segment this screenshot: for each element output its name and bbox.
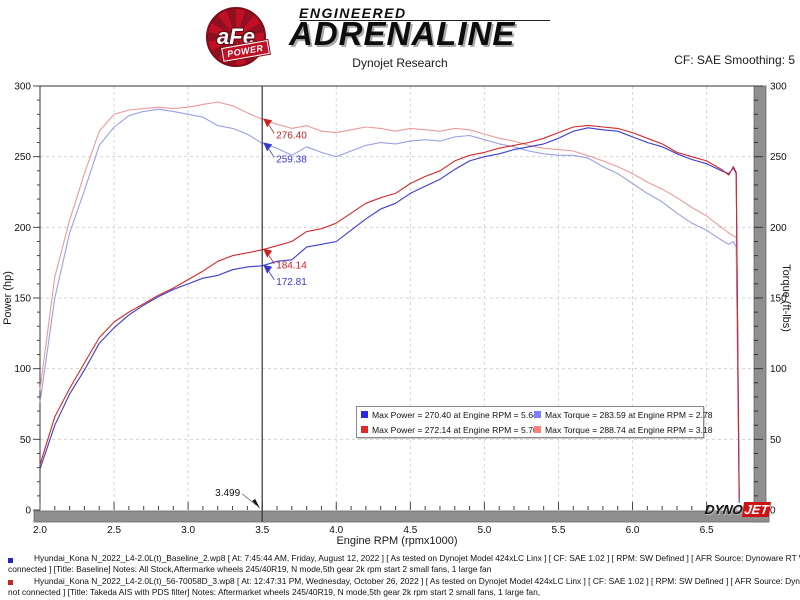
run2-description-line2: not connected ] [Title: Takeda AIS with …: [8, 587, 541, 597]
y-tick-label-left: 200: [14, 223, 31, 234]
brand-adrenaline-text: ADRENALINE: [289, 15, 516, 52]
x-tick-label: 4.5: [403, 525, 417, 536]
x-tick-label: 3.5: [255, 525, 269, 536]
cursor-label-leader: [241, 493, 257, 506]
dynojet-logo: DYNOJET: [704, 502, 772, 517]
annotation-leader: [268, 149, 275, 158]
curve-takeda-power-hp-: [39, 124, 740, 499]
legend-swatch: [534, 411, 541, 418]
x-tick-label: 5.5: [552, 525, 566, 536]
legend-label: Max Torque = 288.74 at Engine RPM = 3.18: [545, 424, 713, 435]
y-tick-label-right: 250: [770, 152, 787, 163]
dynojet-logo-jet: JET: [741, 502, 772, 517]
y-tick-label-right: 150: [770, 294, 787, 305]
y-tick-label-right: 100: [770, 364, 787, 375]
y-tick-label-right: 300: [770, 82, 787, 93]
x-tick-label: 6.0: [626, 525, 640, 536]
run1-description-line1: Hyundai_Kona N_2022_L4-2.0L(t)_Baseline_…: [34, 553, 800, 563]
annotation-value: 276.40: [276, 130, 307, 141]
annotation-value: 184.14: [276, 261, 307, 272]
x-tick-label: 2.5: [107, 525, 121, 536]
dyno-chart: 2.0 2.5 3.0 3.5 4.0 4.5 5.0 5.5 6.0 6.5 0 0 50 50 100 1…: [14, 82, 787, 537]
cursor-label-arrowhead: [252, 499, 261, 509]
smoothing-setting: CF: SAE Smoothing: 5: [674, 53, 795, 67]
right-axis-bar: [753, 85, 767, 523]
x-tick-label: 4.0: [329, 525, 343, 536]
brand-underline: [300, 20, 550, 21]
annotation-value: 259.38: [276, 154, 307, 165]
y-axis-label-power: Power (hp): [2, 271, 14, 325]
legend-row: Max Power = 272.14 at Engine RPM = 5.70 M…: [357, 422, 713, 437]
legend-label: Max Torque = 283.59 at Engine RPM = 2.78: [545, 409, 713, 420]
annotation-value: 172.81: [276, 277, 307, 288]
run1-description-line2: connected ] [Title: Baseline] Notes: All…: [8, 564, 492, 574]
y-tick-label-left: 250: [14, 152, 31, 163]
annotation-leader: [268, 255, 275, 264]
y-tick-label-right: 0: [770, 506, 776, 517]
legend-swatch: [361, 426, 368, 433]
y-tick-label-left: 0: [25, 506, 31, 517]
cursor-rpm-label: 3.499: [215, 488, 240, 499]
y-tick-label-right: 50: [770, 435, 782, 446]
annotation-arrow: [263, 142, 273, 152]
page-title: Dynojet Research: [352, 56, 448, 70]
run2-description-line1: Hyundai_Kona N_2022_L4-2.0L(t)_56-70058D…: [34, 576, 800, 586]
x-axis-label: Engine RPM (rpmx1000): [336, 535, 458, 547]
legend-swatch: [361, 411, 368, 418]
annotation-arrow: [263, 118, 273, 128]
annotation-leader: [268, 125, 275, 134]
dynojet-logo-dyno: DYNO: [703, 502, 744, 517]
curve-baseline-torque-ft-lbs-: [39, 108, 740, 499]
x-tick-label: 5.0: [477, 525, 491, 536]
x-tick-label: 2.0: [33, 525, 47, 536]
legend: Max Power = 270.40 at Engine RPM = 5.64 M…: [356, 406, 713, 438]
legend-label: Max Power = 272.14 at Engine RPM = 5.70: [372, 424, 538, 435]
x-tick-label: 3.0: [181, 525, 195, 536]
legend-row: Max Power = 270.40 at Engine RPM = 5.64 M…: [357, 407, 713, 422]
y-tick-label-right: 200: [770, 223, 787, 234]
brand-engineered-text: ENGINEERED: [299, 5, 407, 21]
y-tick-label-left: 150: [14, 294, 31, 305]
annotation-arrow: [263, 248, 273, 258]
y-tick-label-left: 300: [14, 82, 31, 93]
y-axis-label-torque: Torque (ft-lbs): [780, 264, 792, 332]
bottom-axis-bar: [33, 510, 770, 523]
curve-baseline-power-hp-: [39, 127, 740, 503]
run1-bullet: [8, 558, 13, 563]
curve-takeda-torque-ft-lbs-: [39, 101, 740, 494]
legend-label: Max Power = 270.40 at Engine RPM = 5.64: [372, 409, 538, 420]
y-tick-label-left: 100: [14, 364, 31, 375]
y-tick-label-left: 50: [20, 435, 32, 446]
x-tick-label: 6.5: [700, 525, 714, 536]
run2-bullet: [8, 580, 13, 585]
annotation-arrow: [263, 264, 273, 274]
legend-swatch: [534, 426, 541, 433]
annotation-leader: [268, 271, 275, 280]
